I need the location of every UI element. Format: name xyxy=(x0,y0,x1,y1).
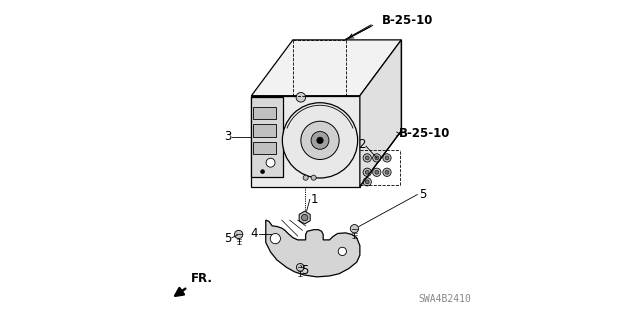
Circle shape xyxy=(282,103,358,178)
Text: FR.: FR. xyxy=(191,272,212,285)
Circle shape xyxy=(296,93,306,102)
Polygon shape xyxy=(299,211,310,224)
Polygon shape xyxy=(252,96,360,187)
Circle shape xyxy=(338,247,346,256)
Circle shape xyxy=(372,168,381,176)
Circle shape xyxy=(385,156,389,160)
Bar xyxy=(253,142,276,154)
Circle shape xyxy=(363,168,371,176)
Polygon shape xyxy=(252,40,401,96)
Text: 5: 5 xyxy=(419,188,426,201)
Circle shape xyxy=(383,168,391,176)
Circle shape xyxy=(301,121,339,160)
Circle shape xyxy=(385,170,389,174)
Circle shape xyxy=(372,154,381,162)
Circle shape xyxy=(317,137,323,144)
Circle shape xyxy=(270,234,280,244)
Bar xyxy=(253,107,276,119)
Polygon shape xyxy=(360,40,401,187)
Circle shape xyxy=(363,178,371,186)
Circle shape xyxy=(375,156,379,160)
Bar xyxy=(253,124,276,137)
Circle shape xyxy=(350,225,358,233)
Circle shape xyxy=(365,170,369,174)
Text: 1: 1 xyxy=(311,193,319,206)
Polygon shape xyxy=(266,220,360,277)
Circle shape xyxy=(375,170,379,174)
Text: 4: 4 xyxy=(251,227,259,240)
Circle shape xyxy=(365,156,369,160)
Circle shape xyxy=(365,180,369,184)
Circle shape xyxy=(311,131,329,149)
Polygon shape xyxy=(252,97,284,177)
Circle shape xyxy=(266,158,275,167)
Circle shape xyxy=(301,214,308,221)
Circle shape xyxy=(296,263,304,271)
Circle shape xyxy=(363,154,371,162)
Circle shape xyxy=(260,170,264,174)
Circle shape xyxy=(311,175,316,180)
Text: 2: 2 xyxy=(358,138,366,151)
Circle shape xyxy=(383,154,391,162)
Text: 3: 3 xyxy=(224,130,231,143)
Text: SWA4B2410: SWA4B2410 xyxy=(418,294,471,304)
Text: 5: 5 xyxy=(301,264,308,277)
Circle shape xyxy=(234,230,243,239)
Text: B-25-10: B-25-10 xyxy=(399,128,451,140)
Text: B-25-10: B-25-10 xyxy=(382,14,433,27)
Text: 5: 5 xyxy=(224,232,231,245)
Circle shape xyxy=(303,175,308,180)
